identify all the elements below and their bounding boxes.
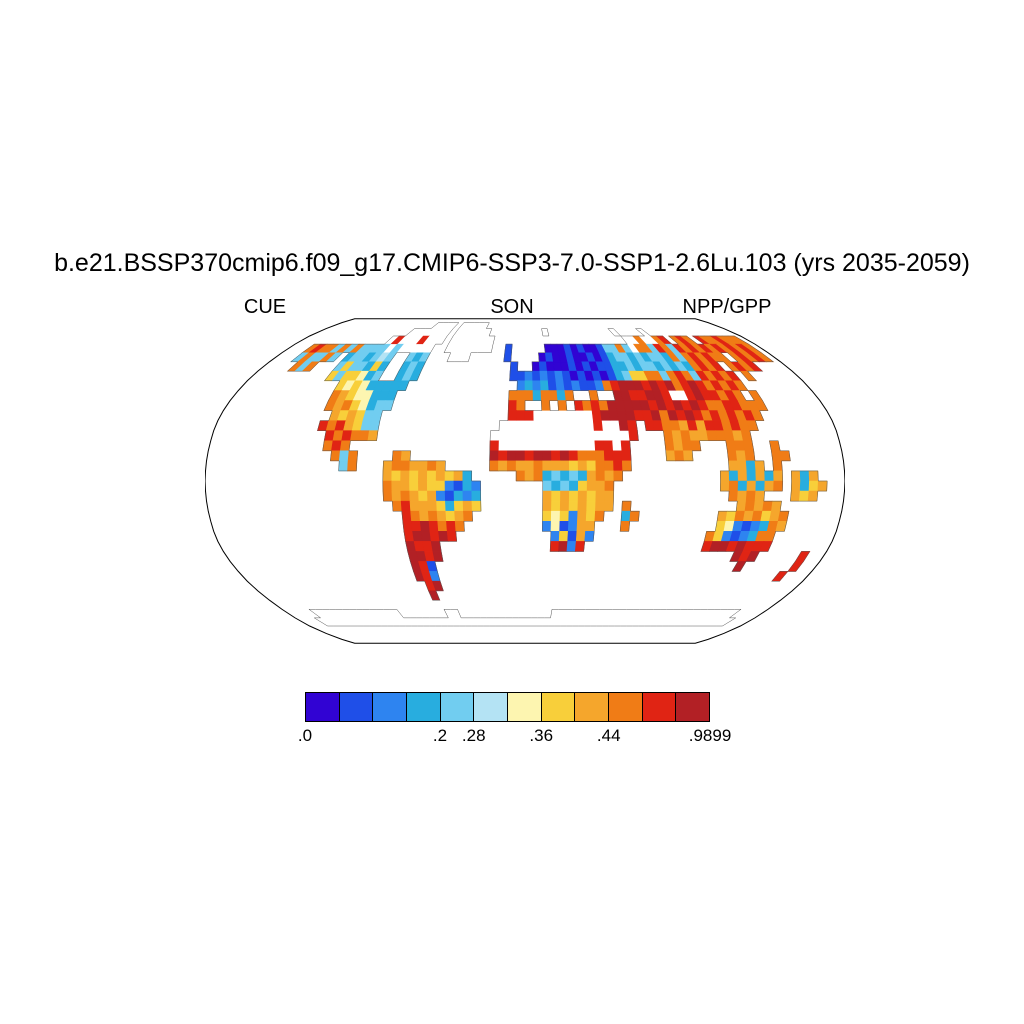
colorbar-box-0 <box>305 692 340 722</box>
colorbar-tick-.36: .36 <box>529 726 554 745</box>
colorbar-box-3 <box>406 692 441 722</box>
colorbar-box-8 <box>574 692 610 722</box>
figure-title: b.e21.BSSP370cmip6.f09_g17.CMIP6-SSP3-7.… <box>54 249 970 277</box>
colorbar-tick-.0: .0 <box>297 726 313 745</box>
colorbar-box-11 <box>675 692 711 722</box>
coastline-outlines <box>287 322 828 627</box>
world-map <box>205 318 845 644</box>
colorbar-box-2 <box>372 692 408 722</box>
colorbar-box-7 <box>540 692 576 722</box>
colorbar <box>305 692 711 722</box>
colorbar-box-6 <box>507 692 542 722</box>
colorbar-tick-.28: .28 <box>461 726 486 745</box>
colorbar-box-1 <box>338 692 374 722</box>
colorbar-box-10 <box>641 692 677 722</box>
colorbar-box-4 <box>439 692 475 722</box>
map-frame <box>205 318 845 644</box>
colorbar-tick-labels: .0 .2 .28 .36 .44 .9899 <box>298 726 731 748</box>
colorbar-box-9 <box>608 692 643 722</box>
data-cells <box>286 322 828 627</box>
subtitle-ratio: NPP/GPP <box>682 296 772 318</box>
subtitle-variable: CUE <box>243 296 287 318</box>
colorbar-box-5 <box>473 692 509 722</box>
colorbar-tick-.2: .2 <box>432 726 448 745</box>
colorbar-tick-.44: .44 <box>596 726 621 745</box>
subtitle-season: SON <box>490 296 534 318</box>
colorbar-tick-.9899: .9899 <box>688 726 732 745</box>
